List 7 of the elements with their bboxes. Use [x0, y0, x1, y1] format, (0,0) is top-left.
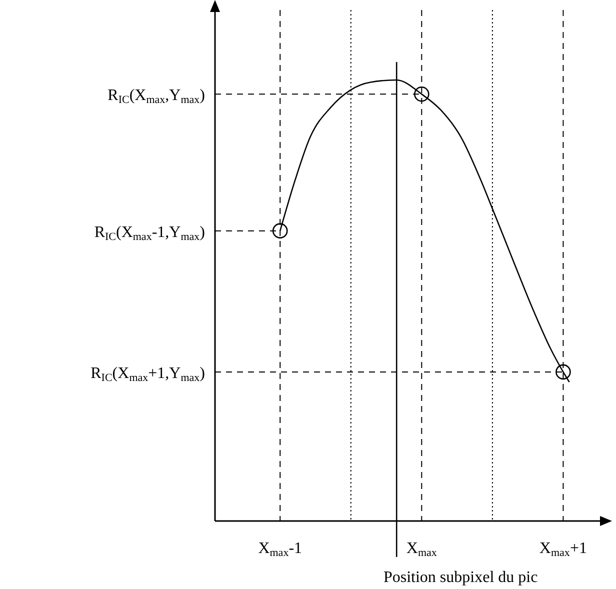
- x-tick-label: X$_{max}$: [406, 540, 438, 559]
- x-tick-label: X$_{max}$+1: [539, 540, 587, 559]
- x-tick-label: X$_{max}$-1: [258, 540, 302, 559]
- ref-line-label: Position subpixel du pic: [383, 569, 538, 586]
- ref-line-label: R$_{IC}$(X$_{max}$+1,Y$_{max}$): [90, 364, 205, 384]
- ref-line-label: R$_{IC}$(X$_{max}$,Y$_{max}$): [108, 87, 205, 106]
- ref-line-label: R$_{IC}$(X$_{max}$-1,Y$_{max}$): [94, 224, 205, 243]
